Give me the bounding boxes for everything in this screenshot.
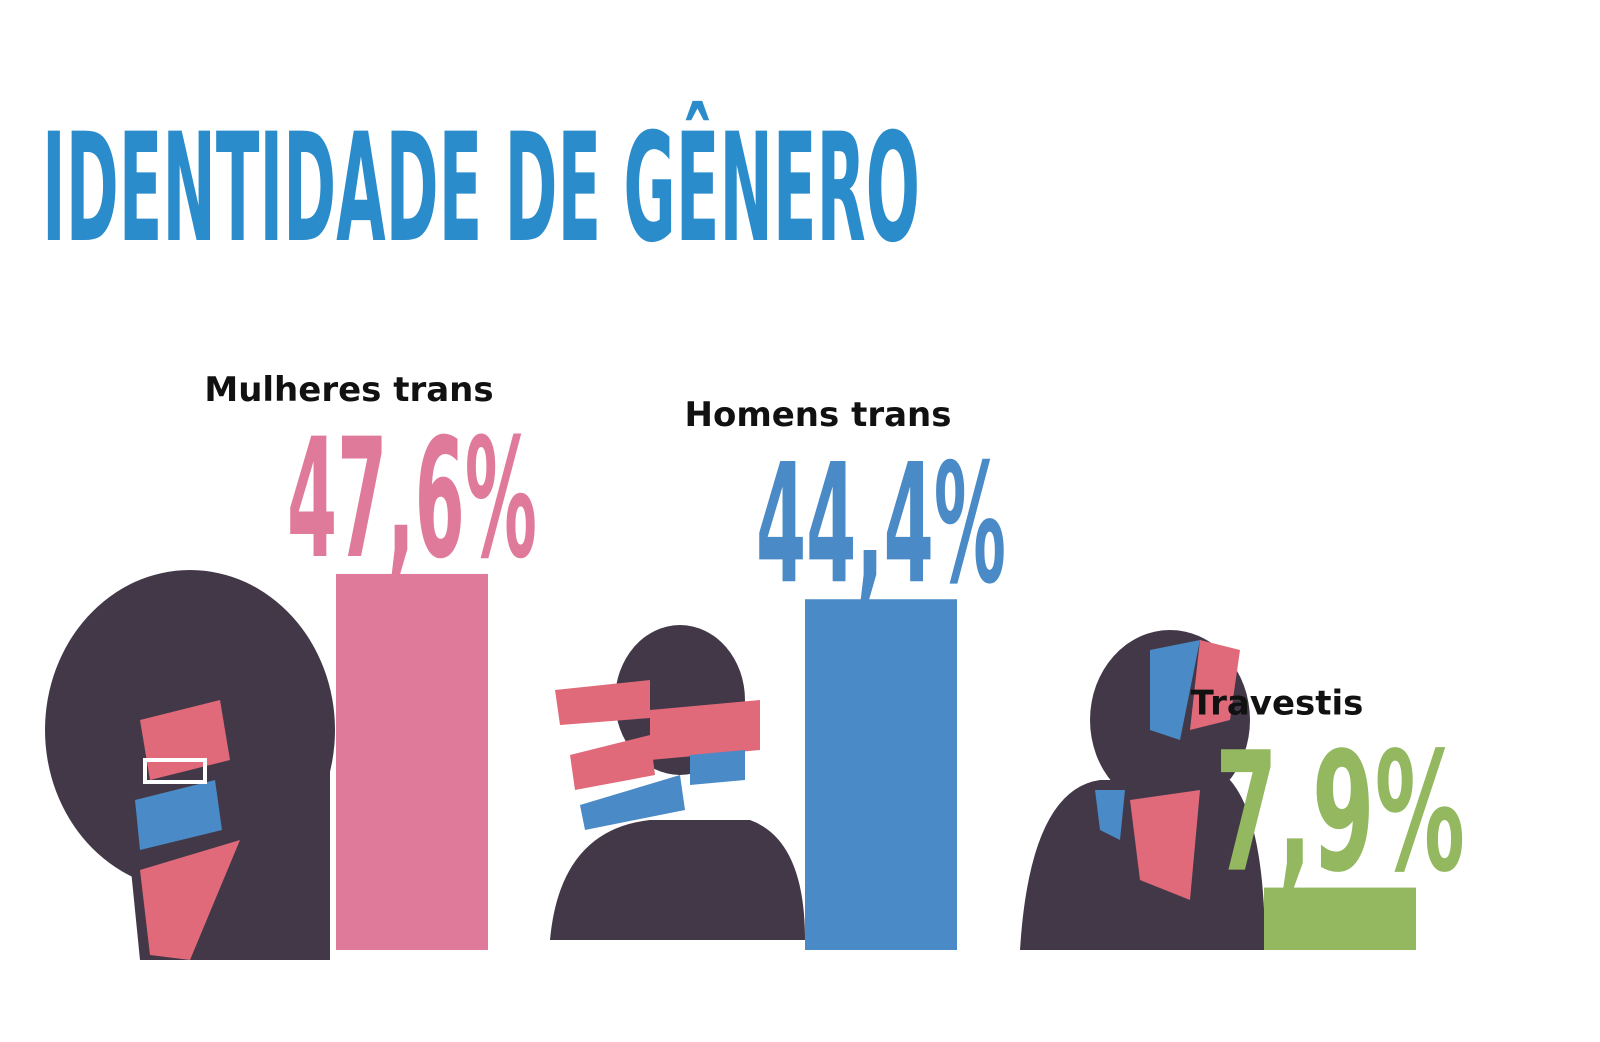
value-label: 44,4% xyxy=(756,428,1006,620)
person-2 xyxy=(550,625,805,940)
person-3 xyxy=(1020,630,1265,950)
illustrations xyxy=(45,570,1265,960)
person-1 xyxy=(45,570,335,960)
value-label: 47,6% xyxy=(287,403,537,595)
bar xyxy=(336,573,488,950)
category-label: Homens trans xyxy=(685,395,952,435)
category-label: Mulheres trans xyxy=(204,370,493,410)
bar xyxy=(805,599,957,950)
category-label: Travestis xyxy=(1191,684,1364,724)
value-label: 7,9% xyxy=(1215,717,1465,909)
chart-title: IDENTIDADE DE GÊNERO xyxy=(42,101,920,276)
bar xyxy=(1264,887,1416,950)
